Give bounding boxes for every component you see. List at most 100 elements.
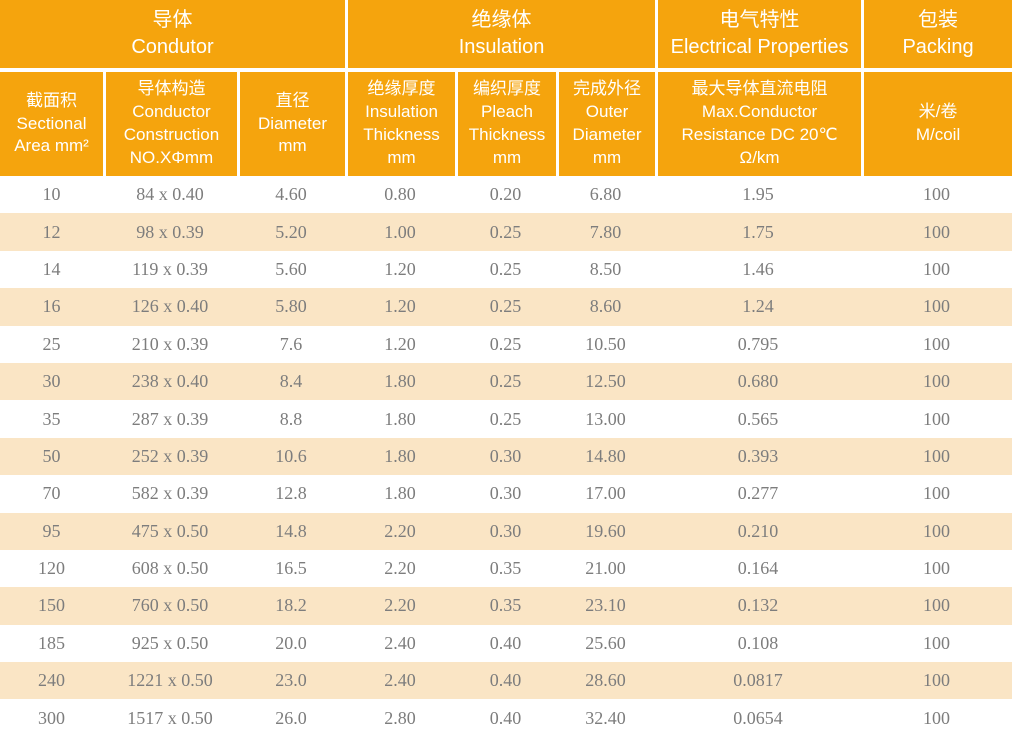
table-cell: 760 x 0.50 <box>103 587 237 625</box>
table-cell: 210 x 0.39 <box>131 333 209 354</box>
table-cell: 0.25 <box>455 288 557 326</box>
table-cell: 100 <box>923 408 951 429</box>
table-cell: 100 <box>861 288 1012 326</box>
table-cell: 0.35 <box>489 558 522 579</box>
table-cell: 32.40 <box>585 707 626 728</box>
table-cell: 25.60 <box>585 632 626 653</box>
table-cell: 35 <box>42 408 61 429</box>
column-header-max-resistance: 最大导体直流电阻 Max.Conductor Resistance DC 20℃… <box>655 68 862 176</box>
column-header-m-per-coil: 米/卷 M/coil <box>861 68 1012 176</box>
table-cell: 0.40 <box>489 632 522 653</box>
table-cell: 0.25 <box>455 362 557 401</box>
table-cell: 100 <box>861 512 1012 550</box>
table-cell: 100 <box>923 258 951 279</box>
table-cell: 98 x 0.39 <box>103 213 237 251</box>
table-row: 300 1517 x 0.50 26.0 2.80 0.40 32.40 0.0654 100 <box>0 699 1012 736</box>
table-cell: 1.80 <box>384 408 416 429</box>
group-header-packing: 包装 Packing <box>861 0 1012 68</box>
table-row: 16 126 x 0.40 5.80 1.20 0.25 8.60 1.24 100 <box>0 288 1012 326</box>
table-cell: 185 <box>38 632 65 653</box>
table-cell: 2.20 <box>384 558 416 579</box>
table-row: 12 98 x 0.39 5.20 1.00 0.25 7.80 1.75 100 <box>0 213 1012 251</box>
table-cell: 1517 x 0.50 <box>127 707 213 728</box>
table-cell: 12 <box>0 213 103 251</box>
table-body: 10 84 x 0.40 4.60 0.80 0.20 6.80 1.95 100 12 98 x… <box>0 176 1012 737</box>
table-cell: 238 x 0.40 <box>103 362 237 401</box>
table-row: 14 119 x 0.39 5.60 1.20 0.25 8.50 1.46 100 <box>0 251 1012 288</box>
table-row: 25 210 x 0.39 7.6 1.20 0.25 10.50 0.795 100 <box>0 326 1012 363</box>
table-cell: 0.80 <box>384 184 416 205</box>
table-cell: 0.164 <box>737 558 779 579</box>
table-cell: 0.30 <box>455 512 557 550</box>
table-cell: 100 <box>923 184 951 205</box>
table-cell: 119 x 0.39 <box>132 258 208 279</box>
table-header: 导体 Condutor 绝缘体 Insulation 电气特性 Electric… <box>0 0 1012 176</box>
table-row: 50 252 x 0.39 10.6 1.80 0.30 14.80 0.393 100 <box>0 437 1012 476</box>
table-cell: 475 x 0.50 <box>103 512 237 550</box>
table-cell: 21.00 <box>585 558 626 579</box>
table-cell: 20.0 <box>275 632 307 653</box>
table-cell: 23.10 <box>556 587 656 625</box>
table-cell: 0.40 <box>489 707 522 728</box>
table-cell: 8.50 <box>589 258 622 279</box>
column-header-diameter: 直径 Diameter mm <box>237 68 346 176</box>
table-cell: 23.0 <box>237 662 346 700</box>
table-cell: 0.393 <box>655 437 862 476</box>
table-cell: 608 x 0.50 <box>131 558 209 579</box>
table-cell: 252 x 0.39 <box>103 437 237 476</box>
table-cell: 150 <box>0 587 103 625</box>
table-cell: 0.795 <box>737 333 779 354</box>
table-cell: 240 <box>0 662 103 700</box>
table-cell: 5.20 <box>237 213 346 251</box>
column-header-row: 截面积 Sectional Area mm² 导体构造 Conductor Co… <box>0 68 1012 176</box>
table-cell: 2.20 <box>345 587 456 625</box>
table-cell: 14 <box>42 258 61 279</box>
table-cell: 4.60 <box>275 184 307 205</box>
table-cell: 16.5 <box>275 558 307 579</box>
table-cell: 126 x 0.40 <box>103 288 237 326</box>
column-header-conductor-construction: 导体构造 Conductor Construction NO.XΦmm <box>103 68 237 176</box>
table-cell: 1.20 <box>384 333 416 354</box>
table-cell: 925 x 0.50 <box>131 632 209 653</box>
table-cell: 300 <box>38 707 65 728</box>
table-cell: 1.20 <box>345 288 456 326</box>
table-cell: 18.2 <box>237 587 346 625</box>
table-cell: 10.50 <box>585 333 626 354</box>
table-cell: 1.80 <box>345 437 456 476</box>
table-cell: 0.680 <box>655 362 862 401</box>
table-cell: 5.60 <box>275 258 307 279</box>
table-cell: 0.40 <box>455 662 557 700</box>
table-cell: 2.40 <box>345 662 456 700</box>
table-cell: 582 x 0.39 <box>131 483 209 504</box>
table-cell: 0.0817 <box>655 662 862 700</box>
table-cell: 1.75 <box>655 213 862 251</box>
table-cell: 10 <box>42 184 61 205</box>
group-header-electrical: 电气特性 Electrical Properties <box>655 0 862 68</box>
table-cell: 1221 x 0.50 <box>103 662 237 700</box>
table-row: 240 1221 x 0.50 23.0 2.40 0.40 28.60 0.0817 100 <box>0 662 1012 700</box>
table-cell: 0.20 <box>489 184 522 205</box>
table-cell: 12.8 <box>275 483 307 504</box>
table-cell: 0.30 <box>455 437 557 476</box>
table-cell: 19.60 <box>556 512 656 550</box>
table-cell: 70 <box>42 483 61 504</box>
table-cell: 95 <box>0 512 103 550</box>
column-header-outer-diameter: 完成外径 Outer Diameter mm <box>556 68 656 176</box>
table-row: 120 608 x 0.50 16.5 2.20 0.35 21.00 0.164 100 <box>0 550 1012 587</box>
table-cell: 0.25 <box>489 333 522 354</box>
table-cell: 14.8 <box>237 512 346 550</box>
table-cell: 5.80 <box>237 288 346 326</box>
table-cell: 28.60 <box>556 662 656 700</box>
table-cell: 0.25 <box>489 258 522 279</box>
table-cell: 2.40 <box>384 632 416 653</box>
group-header-insulation: 绝缘体 Insulation <box>345 0 656 68</box>
table-cell: 1.95 <box>742 184 774 205</box>
table-cell: 100 <box>923 483 951 504</box>
table-cell: 2.20 <box>345 512 456 550</box>
table-cell: 6.80 <box>589 184 622 205</box>
table-cell: 0.25 <box>489 408 522 429</box>
column-header-pleach-thickness: 编织厚度 Pleach Thickness mm <box>455 68 557 176</box>
table-cell: 8.4 <box>237 362 346 401</box>
table-cell: 0.108 <box>737 632 779 653</box>
